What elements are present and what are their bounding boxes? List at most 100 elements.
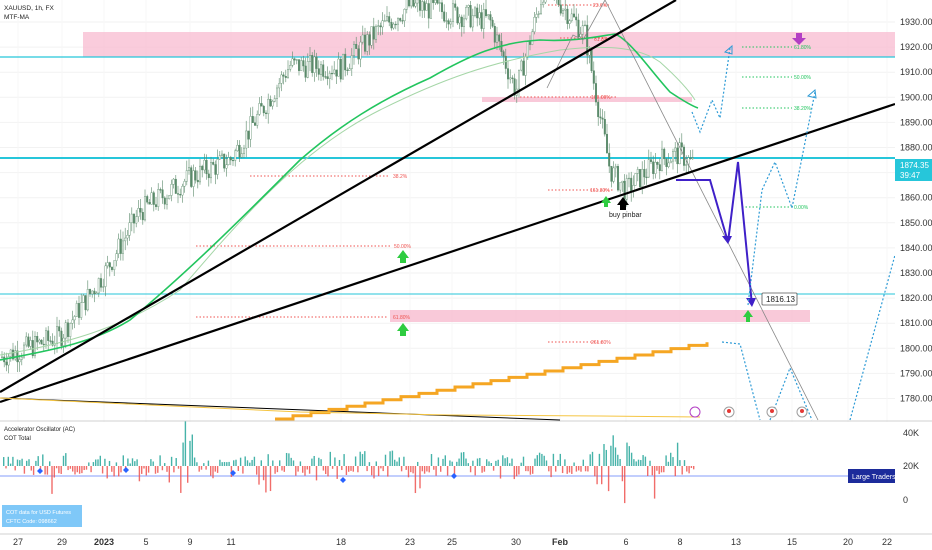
candle-body (38, 339, 41, 343)
candle-body (238, 144, 241, 158)
candle-body (447, 20, 450, 25)
oscillator-bar (605, 449, 607, 466)
oscillator-bar (308, 466, 311, 474)
candle-body (196, 179, 199, 183)
oscillator-bar (467, 463, 469, 466)
oscillator-bar (683, 460, 686, 466)
candle-body (498, 34, 501, 42)
candle-body (119, 238, 122, 254)
trendline-lower (0, 397, 561, 421)
oscillator-bar (129, 463, 131, 466)
candle-body (309, 55, 312, 62)
oscillator-bar (262, 466, 265, 481)
candle-body (416, 0, 419, 4)
candle-body (652, 161, 655, 174)
candle-body (432, 0, 435, 4)
candle-body (507, 68, 510, 80)
candle-body (97, 278, 100, 294)
price-axis[interactable] (895, 0, 932, 420)
forecast-arrowhead-1 (723, 44, 733, 55)
oscillator-bar (67, 466, 69, 471)
oscillator-bar (591, 451, 594, 466)
candle-body (267, 98, 270, 115)
oscillator-bar (145, 466, 147, 476)
oscillator-bar (640, 460, 642, 466)
candle-body (342, 53, 345, 80)
candle-body (456, 7, 459, 24)
oscillator-bar (249, 462, 251, 466)
oscillator-bar (690, 466, 693, 469)
oscillator-bar (35, 460, 37, 466)
candle-body (443, 11, 446, 22)
oscillator-bar (423, 466, 426, 474)
cot-title[interactable]: COT Total (4, 436, 31, 442)
ma-fast[interactable] (0, 33, 699, 361)
target-price-text: 1816.13 (766, 295, 795, 304)
candle-body (73, 316, 76, 321)
oscillator-bar (184, 421, 187, 466)
oscillator-bar (359, 451, 361, 466)
candle-body (630, 177, 633, 192)
oscillator-bar (469, 466, 472, 473)
oscillator-bar (486, 459, 488, 466)
oscillator-bar (522, 456, 525, 466)
candle-body (493, 26, 496, 43)
candle-body (557, 0, 560, 5)
candle-body (242, 147, 245, 154)
candle-body (159, 189, 162, 191)
oscillator-bars (3, 421, 695, 504)
oscillator-bar (334, 457, 336, 466)
candle-body (491, 19, 494, 27)
oscillator-bar (350, 466, 352, 471)
time-axis-label: 29 (57, 537, 67, 547)
oscillator-bar (92, 462, 95, 466)
symbol-title[interactable]: XAUUSD, 1h, FX (4, 5, 55, 12)
oscillator-bar (366, 466, 368, 472)
candle-body (273, 98, 276, 102)
price-panel[interactable] (0, 0, 895, 420)
trendline-steep[interactable] (0, 0, 677, 393)
oscillator-bar (361, 454, 364, 466)
oscillator-bar (410, 466, 412, 473)
oscillator-bar (398, 457, 400, 466)
candle-body (674, 147, 677, 152)
oscillator-bar (101, 466, 104, 474)
oscillator-bar (509, 463, 511, 466)
oscillator-title[interactable]: Accelerator Oscillator (AC) (4, 427, 75, 433)
trendline-main[interactable] (0, 102, 896, 404)
candle-body (289, 65, 292, 70)
candle-body (511, 77, 514, 79)
oscillator-bar (143, 466, 145, 469)
oscillator-bar (617, 454, 619, 466)
event-icons[interactable] (689, 406, 808, 418)
price-axis-label: 1880.00 (900, 143, 932, 153)
oscillator-bar (134, 461, 136, 466)
candle-body (80, 302, 83, 318)
channel-line[interactable] (604, 0, 819, 421)
candle-body (581, 25, 584, 35)
oscillator-bar (26, 460, 28, 466)
oscillator-bar (214, 466, 216, 472)
oscillator-bar (331, 466, 334, 469)
oscillator-bar (111, 466, 113, 472)
candle-body (300, 60, 303, 71)
indicator-title[interactable]: MTF-MA (4, 14, 30, 21)
cot-diamonds (37, 467, 457, 483)
candle-body (452, 3, 455, 22)
candle-body (478, 12, 481, 19)
oscillator-bar (95, 459, 97, 466)
candle-body (383, 20, 386, 22)
candle-body (489, 14, 492, 21)
oscillator-bar (302, 466, 304, 473)
candle-body (324, 76, 327, 78)
oscillator-bar (375, 461, 377, 466)
oscillator-bar (37, 456, 39, 466)
target-price-box[interactable] (761, 292, 798, 306)
candle-body (559, 4, 562, 14)
buy-signal-arrows (397, 196, 753, 336)
candle-body (542, 1, 545, 6)
candle-body (436, 0, 439, 4)
oscillator-panel[interactable] (0, 422, 895, 534)
oscillator-bar (557, 459, 559, 466)
